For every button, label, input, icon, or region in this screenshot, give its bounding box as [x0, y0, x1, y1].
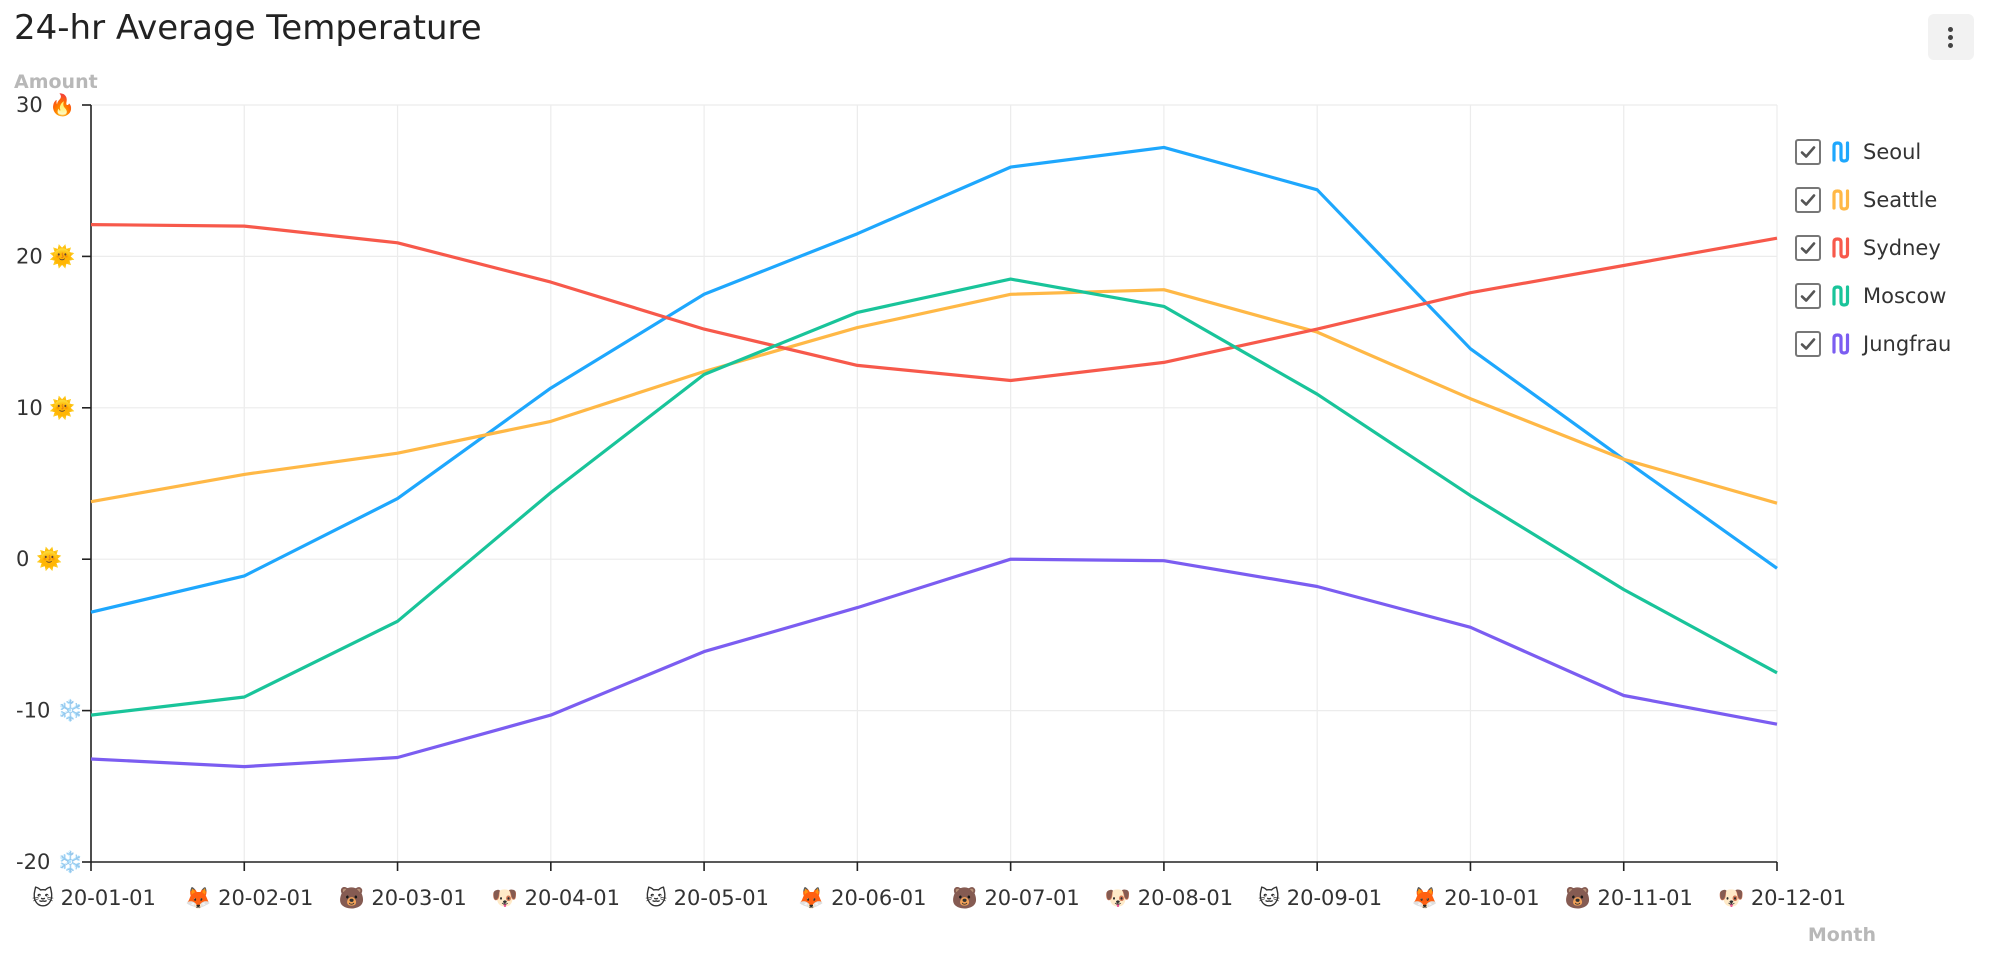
legend-item-sydney[interactable]: Sydney [1795, 224, 1951, 272]
y-tick-label: 30 🔥 [16, 92, 76, 117]
legend-label: Seattle [1863, 188, 1938, 212]
legend-label: Jungfrau [1863, 332, 1952, 356]
line-swatch-icon [1832, 141, 1850, 163]
legend-item-moscow[interactable]: Moscow [1795, 272, 1951, 320]
line-swatch-icon [1832, 189, 1850, 211]
series-line-sydney [90, 223, 1778, 383]
x-axis-title: Month [1808, 924, 1876, 946]
series-line-seattle [90, 288, 1778, 505]
y-tick-label: -20 ❄️ [16, 849, 83, 874]
y-tick-label: -10 ❄️ [16, 698, 83, 723]
y-tick-label: 20 🌞 [16, 243, 76, 269]
legend-label: Moscow [1863, 284, 1947, 308]
y-axis-title: Amount [14, 71, 98, 93]
legend-item-seoul[interactable]: Seoul [1795, 128, 1951, 176]
chart-title: 24-hr Average Temperature [14, 8, 482, 48]
checkbox-checked-icon[interactable] [1795, 139, 1821, 165]
y-tick-label: 10 🌞 [16, 395, 76, 421]
x-tick-label: 🦊 20-02-01 [185, 886, 313, 910]
line-swatch-icon [1832, 237, 1850, 259]
checkbox-checked-icon[interactable] [1795, 187, 1821, 213]
y-axis-ticks: 30 🔥 20 🌞 10 🌞 0 🌞 -10 ❄️ -20 ❄️ [16, 92, 91, 874]
chart-menu-button[interactable] [1928, 14, 1974, 60]
series-line-moscow [90, 277, 1778, 717]
series-lines [90, 145, 1778, 769]
checkbox-checked-icon[interactable] [1795, 235, 1821, 261]
x-tick-label: 🐱 20-09-01 [1258, 886, 1382, 910]
y-tick-label: 0 🌞 [16, 546, 62, 572]
legend-label: Seoul [1863, 140, 1922, 164]
kebab-menu-icon [1948, 27, 1953, 51]
axes [90, 105, 1777, 863]
x-tick-label: 🦊 20-06-01 [798, 886, 926, 910]
x-axis-ticks: 🐱 20-01-01 🦊 20-02-01 🐻 20-03-01 🐶 20-04-01… [32, 862, 1846, 910]
checkbox-checked-icon[interactable] [1795, 283, 1821, 309]
series-line-seoul [90, 145, 1778, 614]
legend-item-jungfrau[interactable]: Jungfrau [1795, 320, 1951, 368]
legend-item-seattle[interactable]: Seattle [1795, 176, 1951, 224]
x-tick-label: 🐻 20-07-01 [952, 885, 1080, 910]
x-tick-label: 🐻 20-03-01 [339, 885, 467, 910]
checkbox-checked-icon[interactable] [1795, 331, 1821, 357]
x-tick-label: 🐻 20-11-01 [1565, 885, 1693, 910]
x-tick-label: 🐱 20-05-01 [645, 886, 769, 910]
grid-lines [91, 104, 1778, 862]
line-swatch-icon [1832, 333, 1850, 355]
legend-label: Sydney [1863, 236, 1941, 260]
series-line-jungfrau [90, 557, 1778, 769]
line-swatch-icon [1832, 285, 1850, 307]
legend: Seoul Seattle Sydney Moscow Jungfrau [1795, 128, 1951, 368]
x-tick-label: 🦊 20-10-01 [1411, 886, 1539, 910]
x-tick-label: 🐶 20-08-01 [1105, 886, 1233, 910]
x-tick-label: 🐶 20-04-01 [492, 886, 620, 910]
x-tick-label: 🐶 20-12-01 [1718, 886, 1846, 910]
x-tick-label: 🐱 20-01-01 [32, 886, 156, 910]
